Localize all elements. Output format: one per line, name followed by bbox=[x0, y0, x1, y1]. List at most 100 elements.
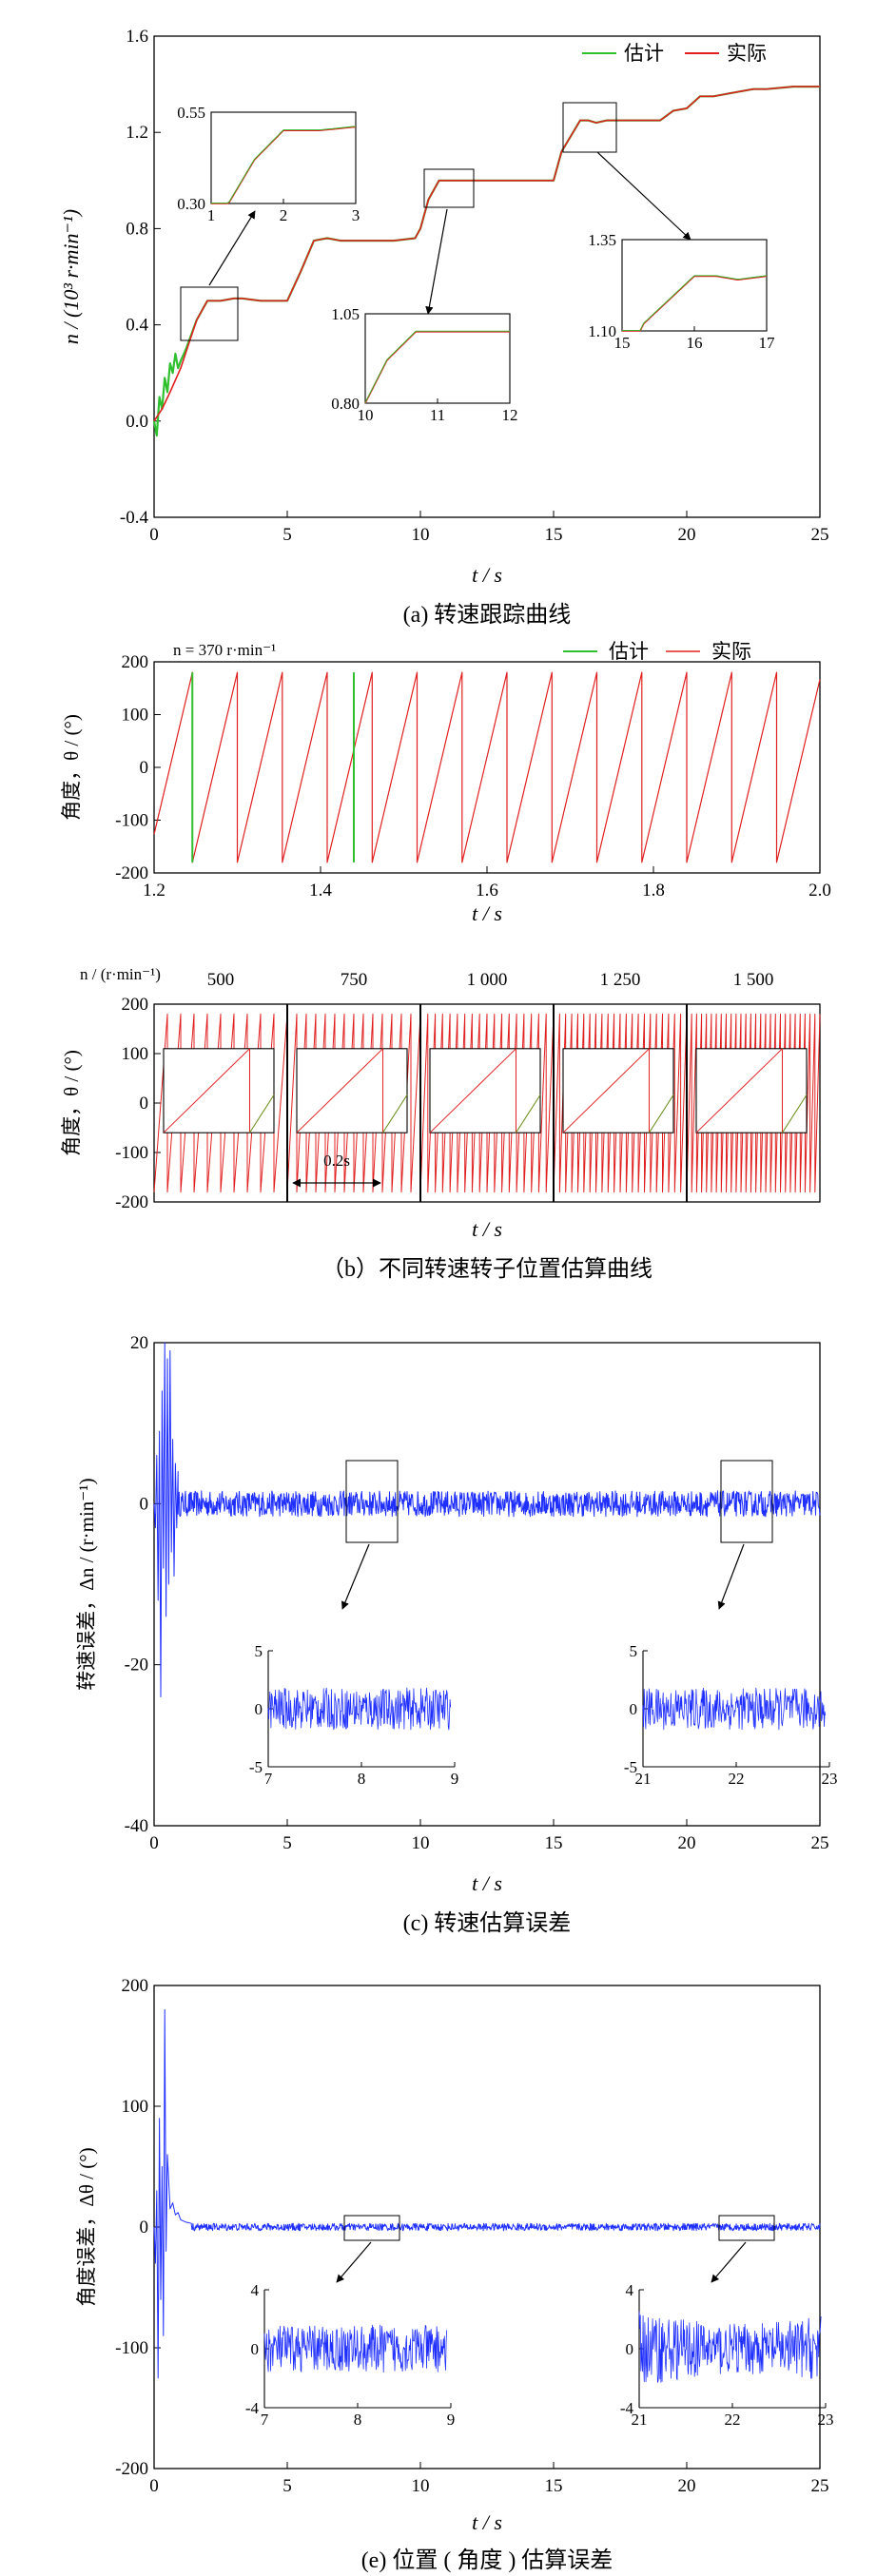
panel-e-y-tick-label: -200 bbox=[115, 2459, 148, 2479]
panel-a-x-axis-label: t / s bbox=[472, 563, 502, 587]
panel-e-inset-y-tick-label: -4 bbox=[620, 2399, 634, 2417]
panel-e-inset-x-tick-label: 23 bbox=[818, 2411, 834, 2429]
panel-c-zoom-box-1 bbox=[345, 1460, 399, 1543]
panel-b-speed-segment-label: 1 000 bbox=[467, 970, 508, 990]
panel-a-y-tick-label: 0.8 bbox=[126, 219, 148, 239]
panel-a-y-tick-label: -0.4 bbox=[120, 508, 149, 528]
panel-b-top-x-tick-label: 1.2 bbox=[143, 881, 166, 901]
panel-b-bottom-inset-ramp bbox=[429, 1048, 516, 1133]
panel-c-inset-x-tick-label: 9 bbox=[451, 1770, 459, 1788]
panel-c-x-tick-label: 20 bbox=[678, 1833, 696, 1853]
panel-b-bottom-inset-estimated bbox=[382, 1094, 408, 1133]
panel-b-top-y-tick-label: -100 bbox=[115, 811, 148, 831]
panel-b-top-x-tick-label: 1.8 bbox=[642, 881, 665, 901]
scale-bar-label: 0.2s bbox=[323, 1152, 350, 1170]
panel-a-inset-frame bbox=[210, 111, 357, 204]
panel-a-plot-frame bbox=[153, 35, 821, 518]
panel-e-arrow-1 bbox=[336, 2241, 372, 2283]
panel-b-speed-annotation: n = 370 r·min⁻¹ bbox=[173, 641, 276, 659]
panel-c-inset-x-tick-label: 23 bbox=[822, 1770, 838, 1788]
panel-b-speed-segment-label: 1 250 bbox=[600, 970, 641, 990]
panel-a-y-tick-label: 1.2 bbox=[126, 123, 148, 143]
panel-a-inset-y-tick-label: 1.35 bbox=[588, 231, 616, 249]
panel-e-inset-x-tick-label: 9 bbox=[447, 2411, 456, 2429]
panel-e-inset-y-tick-label: -4 bbox=[245, 2399, 260, 2417]
panel-a-inset-x-tick-label: 2 bbox=[280, 206, 288, 224]
panel-a-series-actual-line bbox=[153, 86, 820, 422]
panel-c-y-tick-label: 0 bbox=[140, 1494, 149, 1514]
panel-c-x-tick-label: 0 bbox=[149, 1833, 159, 1853]
panel-b-bottom-inset-ramp bbox=[562, 1048, 650, 1133]
panel-a-x-tick-label: 25 bbox=[811, 525, 829, 545]
panel-c-caption: (c) 转速估算误差 bbox=[403, 1910, 572, 1936]
panel-c-x-axis-label: t / s bbox=[472, 1871, 502, 1895]
panel-e-inset-y-tick-label: 0 bbox=[626, 2340, 634, 2358]
panel-b-top-y-tick-label: 100 bbox=[122, 706, 149, 726]
panel-a-y-tick-label: 1.6 bbox=[126, 27, 148, 47]
panel-b-bottom-inset-frame bbox=[163, 1048, 275, 1133]
panel-c-inset-y-tick-label: 0 bbox=[630, 1700, 638, 1718]
panel-c-inset-x-tick-label: 7 bbox=[264, 1770, 273, 1788]
panel-e-y-axis-label: 角度误差，Δθ / (°) bbox=[75, 2147, 98, 2306]
panel-c-x-tick-label: 10 bbox=[412, 1833, 430, 1853]
panel-e-inset-x-tick-label: 21 bbox=[632, 2411, 648, 2429]
panel-e-inset-x-tick-label: 7 bbox=[261, 2411, 269, 2429]
panel-b-speed-segment-label: 750 bbox=[341, 970, 368, 990]
panel-c-x-tick-label: 25 bbox=[811, 1833, 829, 1853]
panel-a-x-tick-label: 20 bbox=[678, 525, 696, 545]
panel-a-x-tick-label: 0 bbox=[149, 525, 159, 545]
panel-b-top-y-tick-label: 0 bbox=[140, 758, 149, 778]
panel-c-y-axis-label: 转速误差，Δn / (r·min⁻¹) bbox=[75, 1478, 98, 1690]
panel-a-inset-x-tick-label: 12 bbox=[502, 406, 518, 424]
panel-c-x-tick-label: 5 bbox=[282, 1833, 292, 1853]
panel-a-inset-x-tick-label: 15 bbox=[614, 334, 631, 352]
panel-a-inset-estimated-line bbox=[211, 126, 357, 203]
panel-c-inset-x-tick-label: 22 bbox=[729, 1770, 745, 1788]
panel-a-inset-x-tick-label: 1 bbox=[207, 206, 216, 224]
panel-c-error-line bbox=[153, 1342, 821, 1697]
panel-a-inset-y-tick-label: 0.80 bbox=[331, 395, 360, 413]
panel-a-inset-y-tick-label: 1.05 bbox=[331, 305, 360, 323]
panel-a-inset-x-tick-label: 17 bbox=[759, 334, 776, 352]
panel-a-x-tick-label: 5 bbox=[282, 525, 292, 545]
panel-e-zoom-box-2 bbox=[718, 2215, 775, 2241]
panel-a-inset-y-tick-label: 0.30 bbox=[177, 195, 205, 213]
panel-a-x-tick-label: 15 bbox=[545, 525, 563, 545]
panel-a-inset-x-tick-label: 10 bbox=[358, 406, 374, 424]
panel-c-y-tick-label: 20 bbox=[130, 1333, 148, 1353]
panel-b-top-y-tick-label: 200 bbox=[122, 652, 149, 672]
panel-a-inset-y-tick-label: 0.55 bbox=[177, 104, 205, 122]
panel-c-y-tick-label: -20 bbox=[125, 1656, 148, 1675]
panel-e-y-tick-label: 100 bbox=[122, 2097, 149, 2117]
panel-e-inset-y-tick-label: 4 bbox=[626, 2281, 634, 2299]
panel-a-inset-frame bbox=[364, 313, 511, 404]
panel-b-bottom-inset-estimated bbox=[649, 1094, 674, 1133]
panel-b-bottom-inset-ramp bbox=[296, 1048, 383, 1133]
panel-b-speed-segment-label: 500 bbox=[207, 970, 235, 990]
panel-b-top-plot-frame bbox=[153, 661, 821, 874]
panel-e-x-tick-label: 25 bbox=[811, 2476, 829, 2496]
panel-a-caption: (a) 转速跟踪曲线 bbox=[403, 602, 572, 628]
panel-e-x-tick-label: 20 bbox=[678, 2476, 696, 2496]
panel-c-inset-2: 21 22 23 -5 0 5 bbox=[624, 1642, 838, 1788]
panel-b-bottom-y-tick-label: 0 bbox=[140, 1094, 149, 1114]
panel-e-x-tick-label: 10 bbox=[412, 2476, 430, 2496]
panel-c-arrow-1 bbox=[341, 1543, 370, 1610]
panel-c-inset-x-tick-label: 8 bbox=[358, 1770, 366, 1788]
panel-e-x-axis-label: t / s bbox=[472, 2510, 502, 2534]
panel-c-zoom-box-2 bbox=[720, 1460, 773, 1543]
panel-b-top-y-tick-label: -200 bbox=[115, 863, 148, 883]
panel-c-inset-y-tick-label: 0 bbox=[255, 1700, 263, 1718]
panel-b-bottom-inset-frame bbox=[695, 1048, 808, 1133]
panel-e-inset-y-tick-label: 0 bbox=[251, 2340, 260, 2358]
panel-b-top-x-axis-label: t / s bbox=[472, 901, 502, 925]
panel-b-bottom-y-tick-label: 100 bbox=[122, 1044, 149, 1064]
panel-b-bottom-inset-frame bbox=[296, 1048, 408, 1133]
panel-a-inset-3: 15 16 17 1.10 1.35 bbox=[588, 231, 775, 352]
panel-e-y-tick-label: 200 bbox=[122, 1976, 149, 1996]
panel-c-inset-y-tick-label: -5 bbox=[249, 1758, 263, 1776]
panel-a-y-tick-label: 0.0 bbox=[126, 412, 148, 432]
panel-a-y-axis-label: n / (10³ r·min⁻¹) bbox=[59, 209, 83, 344]
panel-b-rotor-angle-speeds: -200 -100 0 100 200 角度，θ / (°) n / (r·min⁻¹)… bbox=[60, 965, 821, 1282]
